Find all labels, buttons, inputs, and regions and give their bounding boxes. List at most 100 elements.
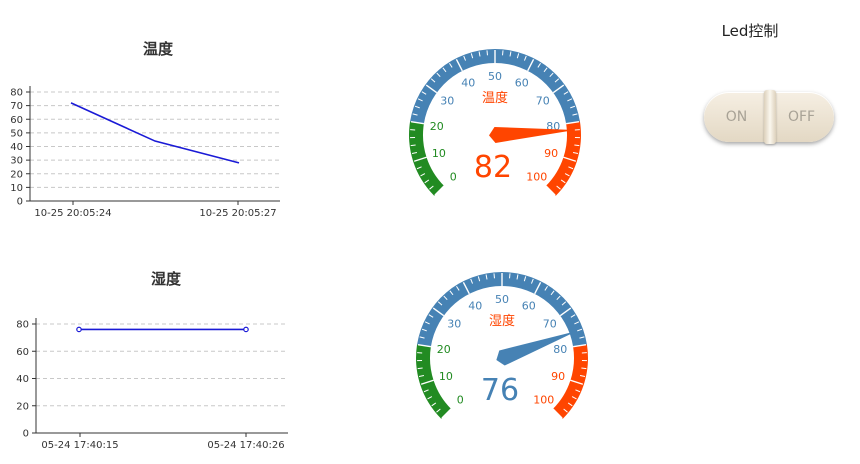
temp-series-line (70, 102, 240, 164)
hum-gauge-tick (424, 321, 430, 325)
temp-gauge-tick (410, 144, 416, 147)
temp-gauge-band-mid (410, 49, 580, 124)
temp-gauge-tick (564, 173, 570, 177)
temp-gauge-tick (527, 58, 535, 72)
hum-gauge-tick (579, 336, 585, 339)
temp-gauge-tick (412, 113, 418, 116)
temp-gauge-band-high (545, 121, 581, 196)
temp-gauge-tick (414, 105, 420, 109)
hum-gauge-tick (577, 328, 583, 332)
temp-gauge-tick (420, 173, 426, 177)
temp-gauge-tick-label: 50 (488, 70, 502, 83)
temp-gauge-tick (436, 72, 441, 78)
temp-gauge-tick (572, 151, 579, 155)
temp-gauge-tick (563, 156, 577, 162)
hum-xtick-label: 05-24 17:40:15 (41, 440, 118, 451)
temp-gauge-tick (566, 121, 580, 125)
temp-ytick-label: 40 (10, 142, 23, 153)
hum-gauge-tick (561, 301, 567, 306)
hum-gauge-tick (523, 276, 527, 282)
temp-ytick-label: 10 (10, 183, 23, 194)
temp-gauge-tick (567, 98, 573, 102)
temp-gauge-tick (449, 62, 453, 68)
hum-gauge-tick (417, 344, 431, 348)
hum-gauge-tick (419, 336, 425, 339)
hum-gauge-name: 湿度 (489, 313, 515, 329)
humidity-chart-title: 湿度 (151, 270, 182, 288)
hum-gauge-tick (534, 281, 542, 295)
hum-gauge-tick (443, 295, 448, 301)
hum-gauge-tick-label: 40 (468, 299, 482, 312)
temp-gauge-tick (425, 84, 438, 94)
temp-gauge-tick (554, 78, 560, 83)
temp-gauge-name: 温度 (482, 90, 508, 106)
hum-gauge-tick (574, 321, 580, 325)
temp-gauge-tick-label: 70 (536, 94, 550, 107)
temp-gauge-value: 82 (474, 150, 512, 185)
temp-gauge-tick (424, 179, 430, 184)
hum-gauge-tick-label: 10 (439, 370, 453, 383)
hum-gauge-tick (431, 402, 437, 407)
temp-xtick-label: 10-25 20:05:27 (199, 208, 276, 219)
temperature-line-chart: 温度 0 10 20 30 40 50 60 70 80 10-25 20:05:24 10-25 … (10, 40, 280, 219)
hum-gauge-tick (485, 274, 488, 280)
led-control-title: Led控制 (721, 22, 779, 40)
hum-data-point (243, 326, 249, 333)
hum-gauge-tick (441, 408, 452, 419)
temp-gauge-tick (563, 91, 569, 95)
temp-ytick-label: 20 (10, 169, 23, 180)
led-on-button[interactable]: ON (725, 109, 748, 125)
temp-gauge-tick (574, 144, 580, 147)
temp-gauge-tick (568, 166, 574, 170)
temp-gauge-tick-label: 10 (432, 147, 446, 160)
hum-gauge-tick-label: 70 (543, 317, 557, 330)
temp-gauge-tick (470, 53, 474, 59)
hum-ytick-label: 40 (16, 374, 29, 385)
hum-gauge-tick (449, 290, 454, 296)
temp-gauge-tick (523, 55, 527, 61)
led-toggle-switch[interactable]: ON OFF (704, 90, 834, 144)
temp-gauge-tick (411, 151, 418, 155)
hum-gauge-tick-label: 20 (437, 343, 451, 356)
hum-gauge-tick (436, 408, 441, 413)
hum-gauge-tick (530, 278, 534, 284)
temp-gauge-tick (570, 105, 576, 109)
hum-ytick-label: 60 (16, 347, 29, 358)
temp-gauge-tick (509, 51, 512, 57)
toggle-knob[interactable] (764, 90, 776, 144)
humidity-line-chart: 湿度 0 20 40 60 80 05-24 17:40:15 05-24 17:40:26 (16, 270, 288, 451)
hum-gauge-tick (432, 307, 445, 317)
temp-gauge-tick-label: 90 (544, 147, 558, 160)
hum-gauge-band-low (416, 344, 452, 419)
hum-gauge-tick-label: 80 (553, 343, 567, 356)
hum-gauge-tick (427, 396, 433, 400)
hum-gauge-tick (418, 374, 425, 378)
hum-gauge-tick (516, 274, 519, 280)
hum-gauge-tick-label: 50 (495, 293, 509, 306)
temp-gauge-tick (516, 53, 520, 59)
hum-gauge-tick (571, 396, 577, 400)
hum-gauge-tick (563, 408, 568, 413)
temp-gauge-tick (410, 121, 424, 125)
temp-gauge-tick-label: 60 (515, 76, 529, 89)
temp-gauge-tick (543, 67, 548, 73)
hum-gauge-tick (417, 367, 423, 370)
hum-gauge-tick (423, 389, 429, 393)
temp-gauge-tick (417, 98, 423, 102)
temperature-chart-title: 温度 (143, 40, 174, 58)
hum-gauge-tick-label: 100 (533, 394, 554, 407)
led-off-button[interactable]: OFF (787, 109, 816, 125)
temp-gauge-tick (572, 113, 578, 116)
hum-gauge-tick (462, 281, 470, 295)
hum-gauge-tick (581, 367, 587, 370)
hum-xtick-label: 05-24 17:40:26 (207, 440, 284, 451)
temp-gauge-tick (442, 67, 447, 73)
temp-ytick-label: 60 (10, 115, 23, 126)
temp-gauge-tick (478, 51, 481, 57)
hum-gauge-pointer (496, 330, 578, 366)
temp-ytick-label: 70 (10, 101, 23, 112)
hum-ytick-label: 0 (23, 429, 29, 440)
temp-gauge-tick (537, 62, 541, 68)
hum-gauge-tick (575, 389, 581, 393)
temp-gauge-tick-label: 40 (461, 76, 475, 89)
